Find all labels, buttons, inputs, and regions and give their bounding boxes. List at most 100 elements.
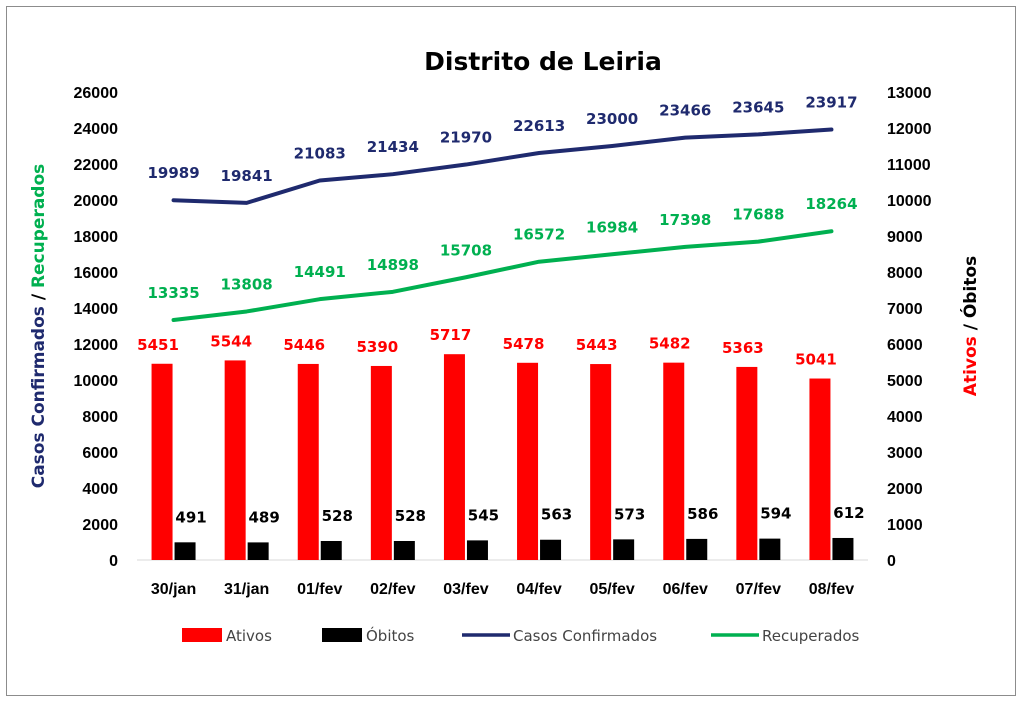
left-axis-tick: 14000	[74, 301, 119, 318]
bar--bitos	[686, 538, 708, 560]
legend-swatch-ativos	[182, 628, 222, 642]
bar--bitos	[832, 537, 854, 560]
data-label-ativos: 5390	[356, 338, 398, 356]
data-label-recuperados: 18264	[805, 195, 857, 213]
data-label-ativos: 5451	[137, 336, 179, 354]
bar-ativos	[663, 362, 685, 560]
right-axis-tick: 12000	[887, 121, 932, 138]
line-casos-confirmados	[171, 127, 834, 205]
data-label--bitos: 573	[614, 505, 645, 523]
data-label-ativos: 5041	[795, 351, 837, 369]
x-axis-tick: 01/fev	[297, 581, 342, 598]
right-axis-tick: 2000	[887, 481, 923, 498]
x-axis-tick: 03/fev	[443, 581, 488, 598]
bar--bitos	[393, 540, 415, 560]
data-label--bitos: 563	[541, 506, 572, 524]
x-axis-tick: 02/fev	[370, 581, 415, 598]
data-label-casos-confirmados: 23000	[586, 110, 638, 128]
data-label-casos-confirmados: 21083	[294, 145, 346, 163]
data-label--bitos: 491	[175, 508, 206, 526]
left-axis-tick: 8000	[82, 409, 118, 426]
left-axis-tick: 10000	[74, 373, 119, 390]
bar-ativos	[590, 364, 612, 560]
bar--bitos	[613, 539, 635, 560]
data-label-casos-confirmados: 23466	[659, 102, 711, 120]
x-axis-tick: 04/fev	[516, 581, 561, 598]
left-axis-label-part: Recuperados	[29, 164, 49, 288]
data-label-recuperados: 17398	[659, 211, 711, 229]
right-axis-tick: 4000	[887, 409, 923, 426]
bar--bitos	[174, 542, 196, 560]
data-label-recuperados: 16984	[586, 218, 638, 236]
right-axis-tick: 7000	[887, 301, 923, 318]
data-label-casos-confirmados: 22613	[513, 117, 565, 135]
right-axis-tick: 10000	[887, 193, 932, 210]
data-label--bitos: 594	[760, 505, 791, 523]
data-label--bitos: 586	[687, 505, 718, 523]
left-axis-tick: 20000	[74, 193, 119, 210]
bar-ativos	[370, 365, 392, 560]
left-axis-tick: 0	[109, 553, 118, 570]
data-label-casos-confirmados: 19989	[147, 164, 199, 182]
data-label--bitos: 612	[833, 504, 864, 522]
right-axis-label: Ativos / Óbitos	[959, 256, 981, 396]
left-axis-tick: 26000	[74, 85, 119, 102]
data-label-casos-confirmados: 21970	[440, 129, 492, 147]
left-axis-label-part: Casos Confirmados	[29, 306, 49, 488]
left-axis-tick: 18000	[74, 229, 119, 246]
data-label-ativos: 5482	[649, 335, 691, 353]
data-label-ativos: 5478	[503, 335, 545, 353]
right-axis-tick: 8000	[887, 265, 923, 282]
bar--bitos	[540, 539, 562, 560]
data-label-casos-confirmados: 23917	[805, 93, 857, 111]
data-label-casos-confirmados: 21434	[367, 138, 419, 156]
left-axis-tick: 6000	[82, 445, 118, 462]
bar--bitos	[466, 540, 488, 560]
bar--bitos	[320, 540, 342, 560]
x-axis-tick: 31/jan	[224, 581, 269, 598]
bar-ativos	[736, 366, 758, 560]
left-axis-tick: 2000	[82, 517, 118, 534]
bar-ativos	[517, 362, 539, 560]
right-axis-tick: 5000	[887, 373, 923, 390]
data-label-recuperados: 14491	[294, 263, 346, 281]
data-label-casos-confirmados: 19841	[221, 167, 273, 185]
data-label--bitos: 528	[395, 507, 426, 525]
data-label--bitos: 528	[322, 507, 353, 525]
x-axis-tick: 07/fev	[736, 581, 781, 598]
right-axis-tick: 3000	[887, 445, 923, 462]
data-label-recuperados: 14898	[367, 256, 419, 274]
chart-frame	[6, 6, 1016, 696]
data-label--bitos: 545	[468, 506, 499, 524]
bar--bitos	[759, 538, 781, 560]
right-axis-tick: 0	[887, 553, 896, 570]
bar-ativos	[151, 363, 173, 560]
bar-ativos	[443, 354, 465, 560]
right-axis-label-part: Ativos	[961, 336, 981, 396]
left-axis-tick: 4000	[82, 481, 118, 498]
data-label-recuperados: 16572	[513, 226, 565, 244]
left-axis-label-part: /	[29, 288, 49, 306]
x-axis-tick: 30/jan	[151, 581, 196, 598]
data-label--bitos: 489	[248, 508, 279, 526]
chart-title: Distrito de Leiria	[424, 47, 662, 76]
data-label-ativos: 5363	[722, 339, 764, 357]
data-label-recuperados: 13335	[147, 284, 199, 302]
legend-label-recuperados: Recuperados	[762, 627, 860, 645]
left-axis-label: Casos Confirmados / Recuperados	[29, 164, 49, 489]
left-axis-tick: 12000	[74, 337, 119, 354]
line-recuperados	[171, 229, 834, 322]
bar-ativos	[224, 360, 246, 560]
left-axis-tick: 22000	[74, 157, 119, 174]
x-axis-tick: 08/fev	[809, 581, 854, 598]
right-axis-tick: 6000	[887, 337, 923, 354]
right-axis-tick: 11000	[887, 157, 931, 174]
data-label-recuperados: 15708	[440, 241, 492, 259]
left-axis-tick: 24000	[74, 121, 119, 138]
data-label-ativos: 5544	[210, 332, 252, 350]
data-label-ativos: 5443	[576, 336, 618, 354]
right-axis-label-part: / Óbitos	[959, 256, 981, 336]
bar--bitos	[247, 542, 269, 560]
data-label-recuperados: 17688	[732, 206, 784, 224]
